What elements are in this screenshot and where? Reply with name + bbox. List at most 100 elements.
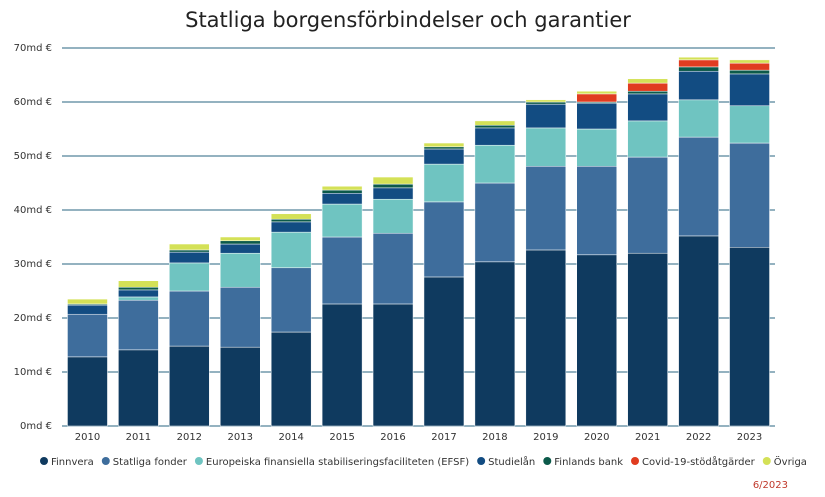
bar-segment (729, 247, 770, 427)
x-tick-label: 2021 (635, 432, 660, 443)
bar-segment (67, 313, 108, 358)
y-tick-label: 50md € (14, 151, 52, 162)
bar-segment (270, 218, 312, 223)
bar-segment (220, 243, 261, 254)
bar-segment (169, 251, 210, 264)
bar-segment (525, 249, 567, 427)
x-tick-label: 2018 (482, 432, 507, 443)
bar-segment (321, 236, 363, 305)
bar-segment (474, 182, 516, 263)
bar-segment (474, 144, 516, 184)
bar-segment (372, 183, 414, 189)
bar-segment (169, 249, 210, 253)
bar-segment (270, 331, 312, 427)
bar-segment (576, 254, 617, 427)
x-tick-label: 2019 (533, 432, 558, 443)
bar-segment (321, 303, 363, 427)
legend-label: Övriga (774, 455, 807, 468)
y-tick-label: 60md € (14, 97, 52, 108)
bar-segment (525, 101, 567, 105)
bar-segment (220, 252, 261, 288)
bar-segment (169, 262, 210, 292)
bar-segment (576, 90, 617, 95)
bar-segment (525, 103, 567, 129)
bar-segment (423, 148, 465, 165)
bar-segment (270, 213, 312, 220)
bar-segment (525, 99, 567, 103)
x-tick-label: 2010 (75, 432, 100, 443)
bar-segment (729, 142, 770, 248)
legend-label: Studielån (488, 455, 535, 468)
legend-marker (194, 457, 203, 465)
bar-segment (220, 346, 261, 427)
legend-label: Europeiska finansiella stabiliseringsfac… (206, 457, 469, 468)
bar-segment (729, 59, 770, 64)
bar-segment (576, 93, 617, 103)
legend-label: Finlands bank (554, 457, 623, 468)
y-tick-label: 30md € (14, 259, 52, 270)
bar-segment (474, 120, 516, 126)
bar-segment (576, 166, 617, 256)
bar-segment (118, 286, 159, 291)
footnote: 6/2023 (753, 480, 788, 491)
bar-segment (321, 203, 363, 238)
bar-segment (169, 290, 210, 347)
bar-segment (678, 59, 719, 68)
bar-segment (118, 280, 159, 288)
x-tick-label: 2016 (380, 432, 405, 443)
bar-segment (372, 232, 414, 305)
bar-segment (118, 349, 159, 427)
y-tick-label: 0md € (20, 421, 52, 432)
x-tick-label: 2011 (126, 432, 151, 443)
bar-segment (678, 66, 719, 72)
bar-segment (423, 146, 465, 150)
bar-segment (169, 243, 210, 251)
legend-label: Covid-19-stödåtgärder (642, 455, 756, 468)
bar-segment (169, 345, 210, 427)
x-tick-label: 2015 (329, 432, 354, 443)
legend-marker (101, 457, 110, 465)
bar-segment (321, 185, 363, 191)
bar-segment (729, 62, 770, 71)
bar-segment (220, 236, 261, 242)
bar-segment (321, 189, 363, 194)
x-tick-label: 2020 (584, 432, 609, 443)
bar-segment (678, 136, 719, 237)
bar-segment (270, 231, 312, 269)
x-tick-label: 2014 (278, 432, 303, 443)
bar-segment (627, 78, 668, 84)
bar-segment (474, 127, 516, 146)
legend-marker (40, 457, 48, 465)
bar-segment (67, 298, 108, 305)
bar-segment (678, 70, 719, 101)
bar-segment (627, 93, 668, 122)
legend-marker (762, 457, 771, 465)
bar-segment (423, 201, 465, 278)
x-tick-label: 2023 (737, 432, 762, 443)
bar-segment (220, 286, 261, 348)
x-tick-label: 2022 (686, 432, 711, 443)
bar-segment (525, 127, 567, 167)
bar-segment (729, 73, 770, 107)
legend-label: Finnvera (51, 457, 94, 468)
bar-segment (118, 299, 159, 351)
bar-segment (270, 221, 312, 233)
y-tick-label: 40md € (14, 205, 52, 216)
bar-segment (220, 240, 261, 245)
y-tick-label: 70md € (14, 43, 52, 54)
bar-segment (729, 105, 770, 144)
bar-segment (372, 303, 414, 427)
bar-segment (67, 356, 108, 427)
bar-segment (372, 198, 414, 234)
bar-segment (423, 276, 465, 427)
x-tick-label: 2013 (228, 432, 253, 443)
chart-title: Statliga borgensförbindelser och garanti… (185, 8, 631, 32)
bar-segment (423, 142, 465, 148)
legend-marker (631, 457, 640, 465)
bar-segment (627, 252, 668, 427)
bar-segment (627, 156, 668, 254)
bar-segment (525, 166, 567, 251)
bar-segment (118, 289, 159, 298)
bar-segment (576, 102, 617, 130)
